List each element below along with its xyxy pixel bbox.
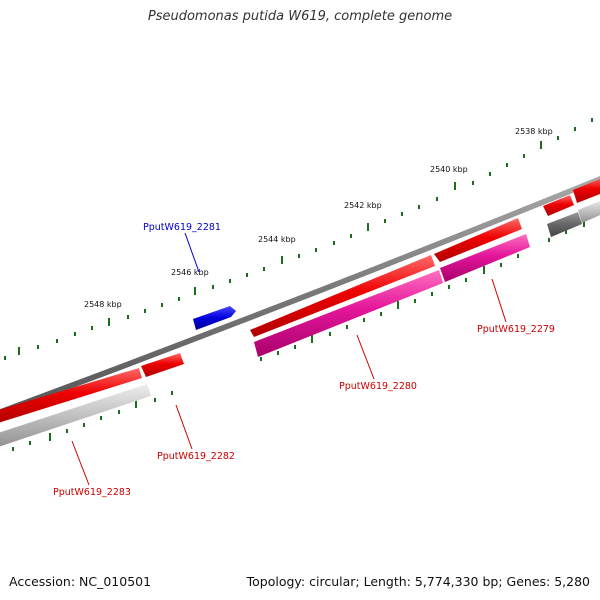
scale-label-2544: 2544 kbp xyxy=(258,235,296,244)
cog-next-right xyxy=(547,212,582,237)
scale-label-2546: 2546 kbp xyxy=(171,268,209,277)
leader-PputW619_2283 xyxy=(71,440,90,486)
leader-PputW619_2282 xyxy=(175,404,193,450)
genome-backbone xyxy=(0,176,600,416)
outer-tick-row xyxy=(4,118,593,360)
gene-PputW619_2282[interactable] xyxy=(141,353,184,377)
cog-PputW619_2283 xyxy=(0,384,151,447)
label-PputW619_2282[interactable]: PputW619_2282 xyxy=(157,451,235,462)
accession-text: Accession: NC_010501 xyxy=(9,574,152,589)
label-PputW619_2281[interactable]: PputW619_2281 xyxy=(143,222,221,233)
map-title: Pseudomonas putida W619, complete genome xyxy=(147,9,453,24)
gene-edge-right[interactable] xyxy=(573,177,600,203)
gene-PputW619_2279[interactable] xyxy=(434,218,522,262)
label-PputW619_2280[interactable]: PputW619_2280 xyxy=(339,381,417,392)
gene-PputW619_2280[interactable] xyxy=(250,255,435,337)
leader-PputW619_2281 xyxy=(184,232,200,273)
scale-label-2542: 2542 kbp xyxy=(344,201,382,210)
gene-next-right[interactable] xyxy=(543,195,574,216)
scale-label-2538: 2538 kbp xyxy=(515,127,553,136)
leader-PputW619_2280 xyxy=(356,334,375,380)
scale-label-2540: 2540 kbp xyxy=(430,165,468,174)
label-PputW619_2283[interactable]: PputW619_2283 xyxy=(53,487,131,498)
cog-PputW619_2279 xyxy=(440,234,530,282)
genome-summary-text: Topology: circular; Length: 5,774,330 bp… xyxy=(246,574,590,589)
leader-PputW619_2279 xyxy=(491,278,507,323)
cog-PputW619_2280 xyxy=(254,270,443,357)
cog-edge-right xyxy=(578,201,600,223)
inner-tick-row xyxy=(12,219,585,451)
scale-label-2548: 2548 kbp xyxy=(84,300,122,309)
gene-PputW619_2281[interactable] xyxy=(193,306,236,330)
label-PputW619_2279[interactable]: PputW619_2279 xyxy=(477,324,555,335)
gene-PputW619_2283[interactable] xyxy=(0,368,142,424)
